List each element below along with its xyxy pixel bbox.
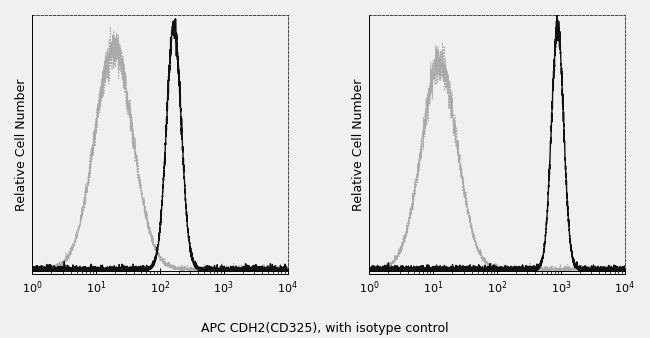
Text: APC CDH2(CD325), with isotype control: APC CDH2(CD325), with isotype control — [202, 322, 448, 335]
Y-axis label: Relative Cell Number: Relative Cell Number — [352, 78, 365, 211]
Y-axis label: Relative Cell Number: Relative Cell Number — [15, 78, 28, 211]
